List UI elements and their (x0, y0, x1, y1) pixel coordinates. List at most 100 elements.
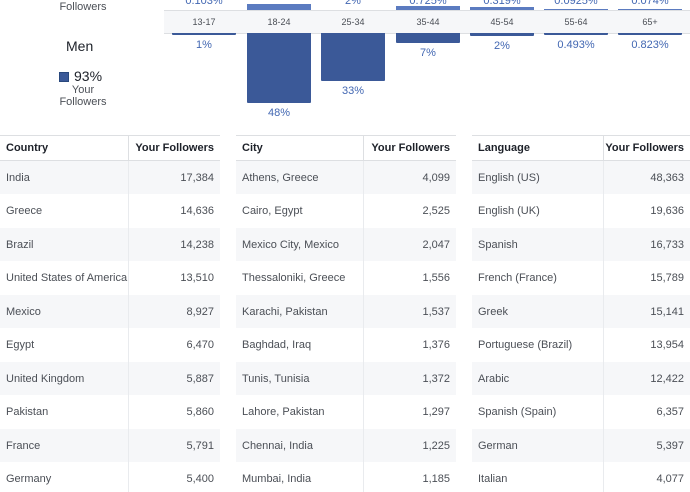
table-row: Chennai, India 1,225 (236, 428, 456, 462)
men-age-value: 2% (494, 40, 510, 52)
country-name: Egypt (6, 339, 35, 352)
column-divider (363, 328, 364, 362)
men-age-bar[interactable] (470, 33, 534, 36)
men-age-bar[interactable] (544, 33, 608, 35)
language-name: German (478, 439, 518, 452)
women-age-value: 0.319% (483, 0, 521, 7)
column-divider (603, 161, 604, 195)
followers-count: 15,141 (650, 305, 684, 318)
followers-count: 1,225 (422, 439, 450, 452)
language-column-header[interactable]: Language (478, 142, 530, 154)
followers-count: 16,733 (650, 238, 684, 251)
language-name: Italian (478, 472, 508, 485)
city-name: Athens, Greece (242, 172, 319, 184)
women-age-bar (247, 4, 311, 10)
city-name: Lahore, Pakistan (242, 406, 325, 419)
age-range-label: 55-64 (564, 17, 588, 27)
table-row: India 17,384 (0, 161, 220, 195)
women-age-bar (544, 9, 608, 10)
column-divider (363, 227, 364, 262)
table-row: Lahore, Pakistan 1,297 (236, 395, 456, 429)
table-row: Tunis, Tunisia 1,372 (236, 361, 456, 396)
table-row: Karachi, Pakistan 1,537 (236, 294, 456, 329)
men-age-value: 1% (196, 39, 212, 51)
men-age-bar[interactable] (396, 33, 460, 43)
city-name: Mumbai, India (242, 472, 312, 485)
table-row: Thessaloniki, Greece 1,556 (236, 261, 456, 295)
followers-count: 17,384 (180, 172, 214, 184)
country-name: United States of America (6, 272, 128, 285)
city-name: Thessaloniki, Greece (242, 272, 346, 285)
followers-count: 5,397 (656, 439, 684, 452)
column-divider (603, 294, 604, 329)
table-row: Baghdad, Iraq 1,376 (236, 328, 456, 362)
followers-count: 8,927 (186, 305, 214, 318)
language-table-header: Language Your Followers (472, 136, 690, 161)
followers-count: 6,470 (186, 339, 214, 352)
women-age-value: 0.074% (631, 0, 669, 7)
column-divider (603, 461, 604, 492)
table-row: Spanish (Spain) 6,357 (472, 395, 690, 429)
country-column-header[interactable]: Country (6, 142, 49, 154)
table-row: United Kingdom 5,887 (0, 361, 220, 396)
country-name: Pakistan (6, 406, 49, 419)
table-row: English (UK) 19,636 (472, 194, 690, 228)
men-age-bar[interactable] (618, 33, 682, 35)
followers-count: 1,372 (422, 372, 450, 385)
language-name: French (France) (478, 272, 557, 285)
followers-count: 5,400 (186, 472, 214, 485)
age-range-label: 65+ (642, 17, 658, 27)
column-divider (128, 261, 129, 295)
column-divider (128, 361, 129, 396)
followers-column-header[interactable]: Your Followers (135, 142, 214, 154)
table-row: Greece 14,636 (0, 194, 220, 228)
city-name: Chennai, India (242, 439, 313, 452)
followers-count: 5,791 (186, 439, 214, 452)
followers-count: 4,099 (422, 172, 450, 184)
language-name: Arabic (478, 372, 510, 385)
table-row: Italian 4,077 (472, 461, 690, 492)
age-range-axis (164, 10, 690, 34)
men-age-bar[interactable] (247, 33, 311, 103)
men-age-bar[interactable] (172, 33, 236, 35)
table-row: United States of America 13,510 (0, 261, 220, 295)
table-row: Cairo, Egypt 2,525 (236, 194, 456, 228)
column-divider (363, 136, 364, 161)
age-range-label: 18-24 (267, 17, 291, 27)
table-row: France 5,791 (0, 428, 220, 462)
column-divider (128, 328, 129, 362)
followers-count: 5,887 (186, 372, 214, 385)
city-name: Mexico City, Mexico (242, 238, 339, 251)
column-divider (128, 194, 129, 228)
followers-column-header[interactable]: Your Followers (371, 142, 450, 154)
table-row: Greek 15,141 (472, 294, 690, 329)
followers-count: 1,537 (422, 305, 450, 318)
column-divider (363, 428, 364, 462)
language-name: Spanish (Spain) (478, 406, 557, 419)
country-table: Country Your Followers India 17,384 Greece 14… (0, 135, 220, 492)
table-row: Spanish 16,733 (472, 227, 690, 262)
country-name: United Kingdom (6, 372, 85, 385)
column-divider (128, 136, 129, 161)
column-divider (603, 136, 604, 161)
women-age-bar (470, 7, 534, 10)
column-divider (603, 361, 604, 396)
table-row: Mexico City, Mexico 2,047 (236, 227, 456, 262)
table-row: Egypt 6,470 (0, 328, 220, 362)
men-legend-swatch (59, 72, 69, 82)
men-title: Men (66, 38, 94, 54)
language-name: Spanish (478, 238, 518, 251)
men-percent: 93% (74, 68, 103, 84)
city-column-header[interactable]: City (242, 142, 263, 154)
followers-count: 19,636 (650, 205, 684, 218)
column-divider (603, 328, 604, 362)
column-divider (603, 428, 604, 462)
followers-count: 1,376 (422, 339, 450, 352)
column-divider (363, 395, 364, 429)
table-row: Pakistan 5,860 (0, 395, 220, 429)
followers-count: 13,510 (180, 272, 214, 285)
men-age-bar[interactable] (321, 33, 385, 81)
followers-column-header[interactable]: Your Followers (605, 142, 684, 154)
followers-count: 48,363 (650, 172, 684, 184)
table-row: Arabic 12,422 (472, 361, 690, 396)
